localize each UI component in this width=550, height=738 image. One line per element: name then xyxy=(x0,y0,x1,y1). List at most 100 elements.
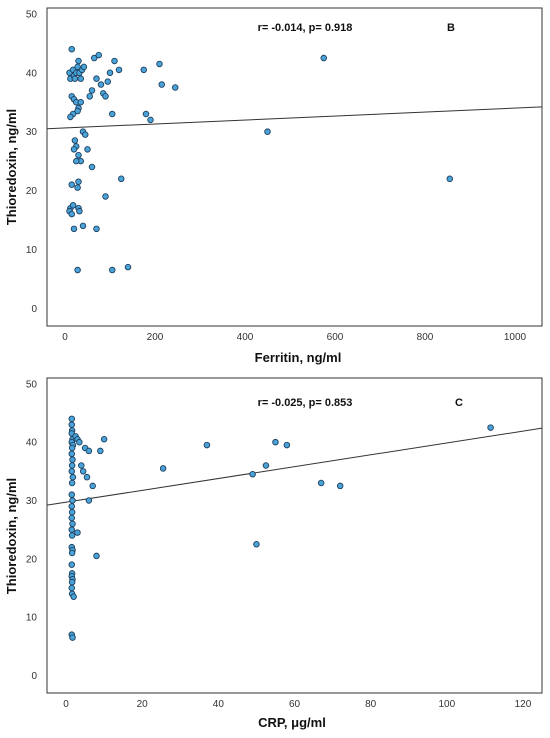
panel-b-data-point xyxy=(77,98,84,106)
panel-c-data-point xyxy=(68,462,76,469)
panel-b-data-point xyxy=(81,131,89,138)
panel-c-data-point xyxy=(253,541,260,548)
panel-c-data-point xyxy=(68,508,76,516)
panel-b-x-tick-label: 200 xyxy=(147,332,164,343)
panel-c-data-point xyxy=(85,447,93,455)
panel-c-x-tick-label: 60 xyxy=(289,699,301,710)
panel-b-data-point xyxy=(68,45,75,53)
panel-b-data-point xyxy=(117,175,125,183)
panel-b-x-tick-label: 0 xyxy=(62,332,68,343)
panel-b-data-point xyxy=(171,84,179,91)
panel-b-data-point xyxy=(102,193,109,200)
panel-b-data-point xyxy=(102,93,109,100)
panel-c-data-point xyxy=(487,424,494,431)
panel-b-data-point xyxy=(74,184,81,191)
panel-c-y-tick-label: 20 xyxy=(26,554,38,565)
panel-b-data-point xyxy=(75,178,82,185)
panel-c-data-point xyxy=(69,634,76,641)
panel-b-data-point xyxy=(142,110,150,118)
panel-c-data-point xyxy=(336,482,344,490)
panel-b-data-point xyxy=(264,128,271,135)
panel-c-data-point xyxy=(69,473,77,481)
panel-c-y-ticks: 0 10 20 30 40 50 xyxy=(26,379,38,682)
panel-c-data-point xyxy=(68,526,75,533)
panel-b-annotation: r= -0.014, p= 0.918 xyxy=(258,22,353,34)
panel-c-data-point xyxy=(159,465,167,472)
panel-b-data-point xyxy=(74,107,81,115)
panel-c-fit-line xyxy=(46,427,543,506)
panel-b-data-point xyxy=(68,210,75,218)
panel-c-data-point xyxy=(68,578,76,586)
panel-b-data-point xyxy=(79,222,87,230)
panel-c-data-point xyxy=(97,447,104,455)
panel-c-data-point xyxy=(272,438,279,446)
panel-c-x-tick-label: 80 xyxy=(365,699,377,710)
panel-b-x-tick-label: 1000 xyxy=(504,332,527,343)
panel-c-data-point xyxy=(83,473,91,481)
panel-b-data-point xyxy=(70,225,78,233)
panel-c-data-point xyxy=(68,549,76,557)
panel-b-data-point xyxy=(68,181,75,188)
panel-c-data-point xyxy=(68,421,75,428)
panel-c-data-point xyxy=(78,462,85,469)
panel-c-data-point xyxy=(69,456,76,463)
panel-c-data-point xyxy=(69,497,76,504)
panel-b-data-point xyxy=(446,175,454,183)
panel-b-y-tick-label: 30 xyxy=(26,127,38,138)
panel-c-x-tick-label: 20 xyxy=(137,699,149,710)
panel-c-data-point xyxy=(68,503,75,510)
panel-b: 0 10 20 30 40 50 0 200 400 600 800 1000 r= -0.014,… xyxy=(4,7,543,365)
panel-b-y-tick-label: 0 xyxy=(31,304,37,315)
panel-b-frame xyxy=(46,7,543,327)
panel-c-data-point xyxy=(85,497,93,504)
panel-b-data-point xyxy=(147,116,154,124)
panel-b-data-point xyxy=(72,157,80,165)
panel-c-y-tick-label: 50 xyxy=(26,379,38,390)
panel-b-fit-line xyxy=(46,106,543,130)
panel-c-data-point xyxy=(68,468,75,475)
panel-c-x-tick-label: 0 xyxy=(63,699,69,710)
panel-b-data-point xyxy=(67,113,74,121)
panel-c-data-point xyxy=(68,532,76,539)
panel-c-data-point xyxy=(74,529,81,536)
panel-c-data-point xyxy=(69,520,76,528)
panel-b-data-point xyxy=(71,75,79,82)
panel-c-letter: C xyxy=(455,397,463,409)
panel-b-data-point xyxy=(86,93,93,100)
panel-c-data-point xyxy=(79,468,87,475)
panel-b-data-point xyxy=(75,57,82,65)
panel-b-y-axis-title: Thioredoxin, ng/ml xyxy=(4,109,19,225)
panel-c-data-point xyxy=(317,479,325,487)
panel-c-data-point xyxy=(249,471,256,478)
panel-b-data-point xyxy=(84,146,91,153)
panel-b-data-point xyxy=(111,57,118,65)
panel-b-x-tick-label: 800 xyxy=(417,332,434,343)
panel-b-x-tick-label: 400 xyxy=(237,332,254,343)
panel-b-data-point xyxy=(158,81,165,88)
panel-c-annotation: r= -0.025, p= 0.853 xyxy=(258,397,353,409)
panel-c-data-point xyxy=(68,415,75,423)
panel-c-points xyxy=(68,415,494,641)
panel-b-points xyxy=(66,45,454,274)
panel-c: 0 10 20 30 40 50 0 20 40 60 80 100 120 r= -0.025, p… xyxy=(4,377,543,730)
panel-c-y-axis-title: Thioredoxin, ng/ml xyxy=(4,478,19,594)
panel-b-y-tick-label: 50 xyxy=(26,9,38,20)
panel-b-data-point xyxy=(108,110,116,118)
panel-c-data-point xyxy=(100,436,108,443)
panel-b-data-point xyxy=(106,69,114,77)
panel-c-y-tick-label: 10 xyxy=(26,613,38,624)
panel-b-data-point xyxy=(104,78,111,85)
panel-b-data-point xyxy=(74,266,81,274)
panel-c-data-point xyxy=(68,561,75,568)
panel-b-y-ticks: 0 10 20 30 40 50 xyxy=(26,9,38,314)
panel-c-data-point xyxy=(68,479,76,487)
panel-c-data-point xyxy=(203,441,211,449)
panel-b-letter: B xyxy=(447,22,455,34)
panel-c-x-tick-label: 120 xyxy=(515,699,532,710)
panel-c-data-point xyxy=(76,438,83,446)
panel-b-data-point xyxy=(115,66,123,74)
panel-c-y-tick-label: 0 xyxy=(31,671,37,682)
panel-b-data-point xyxy=(70,146,78,153)
panel-b-data-point xyxy=(97,81,105,88)
